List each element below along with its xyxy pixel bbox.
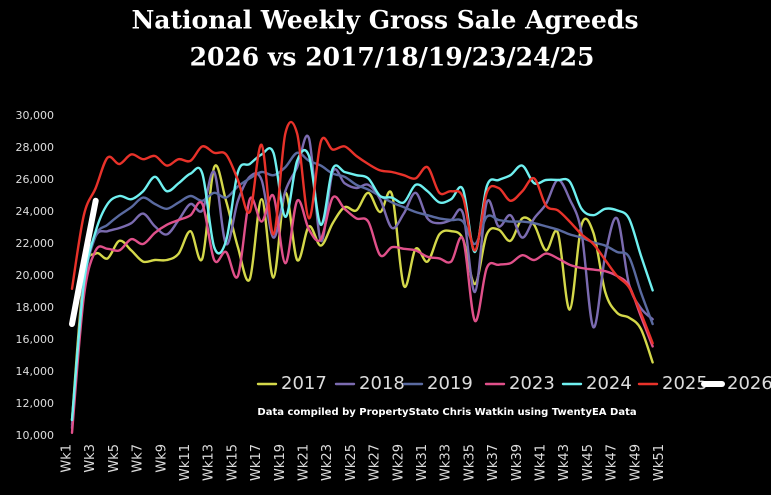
chart-subtitle: 2026 vs 2017/18/19/23/24/25 — [190, 43, 595, 72]
series-line — [70, 147, 654, 422]
x-tick-label: Wk43 — [557, 444, 572, 481]
legend-label: 2026 — [727, 373, 771, 394]
y-tick-label: 12,000 — [16, 397, 55, 410]
y-tick-label: 30,000 — [16, 109, 55, 122]
x-tick-label: Wk33 — [439, 444, 454, 481]
x-tick-label: Wk17 — [249, 444, 264, 481]
legend-label: 2017 — [281, 373, 327, 394]
chart-title: National Weekly Gross Sale Agreeds — [131, 6, 638, 35]
x-tick-label: Wk27 — [368, 444, 383, 481]
y-tick-label: 24,000 — [16, 205, 55, 218]
series-line — [70, 120, 654, 345]
x-tick-label: Wk7 — [131, 444, 146, 473]
series-line — [69, 197, 99, 327]
annotation: Data compiled by PropertyStato Chris Wat… — [257, 407, 636, 418]
y-tick-label: 14,000 — [16, 365, 55, 378]
legend-label: 2025 — [662, 373, 708, 394]
x-tick-label: Wk13 — [202, 444, 217, 481]
x-tick-label: Wk21 — [297, 444, 312, 481]
series-line — [70, 164, 654, 422]
x-tick-label: Wk29 — [391, 444, 406, 481]
x-tick-label: Wk31 — [415, 444, 430, 481]
x-tick-label: Wk3 — [83, 444, 98, 473]
x-tick-label: Wk49 — [628, 444, 643, 481]
x-tick-label: Wk1 — [60, 444, 75, 473]
legend-label: 2018 — [359, 373, 405, 394]
x-tick-label: Wk51 — [652, 444, 667, 481]
x-tick-label: Wk39 — [510, 444, 525, 481]
y-tick-label: 22,000 — [16, 237, 55, 250]
series-line — [70, 193, 654, 434]
x-tick-label: Wk5 — [107, 444, 122, 473]
legend-label: 2024 — [586, 373, 632, 394]
y-tick-label: 16,000 — [16, 333, 55, 346]
y-tick-label: 28,000 — [16, 141, 55, 154]
x-tick-label: Wk9 — [154, 444, 169, 473]
x-tick-label: Wk45 — [581, 444, 596, 481]
legend-label: 2019 — [427, 373, 473, 394]
x-tick-label: Wk19 — [273, 444, 288, 481]
series-line — [70, 151, 654, 426]
x-tick-label: Wk23 — [320, 444, 335, 481]
y-tick-label: 20,000 — [16, 269, 55, 282]
x-tick-label: Wk15 — [225, 444, 240, 481]
x-tick-label: Wk41 — [534, 444, 549, 481]
x-tick-label: Wk35 — [462, 444, 477, 481]
y-tick-label: 18,000 — [16, 301, 55, 314]
y-tick-label: 26,000 — [16, 173, 55, 186]
x-tick-label: Wk11 — [178, 444, 193, 481]
x-tick-label: Wk37 — [486, 444, 501, 481]
x-tick-label: Wk25 — [344, 444, 359, 481]
y-tick-label: 10,000 — [16, 429, 55, 442]
x-tick-label: Wk47 — [605, 444, 620, 481]
legend-label: 2023 — [509, 373, 555, 394]
